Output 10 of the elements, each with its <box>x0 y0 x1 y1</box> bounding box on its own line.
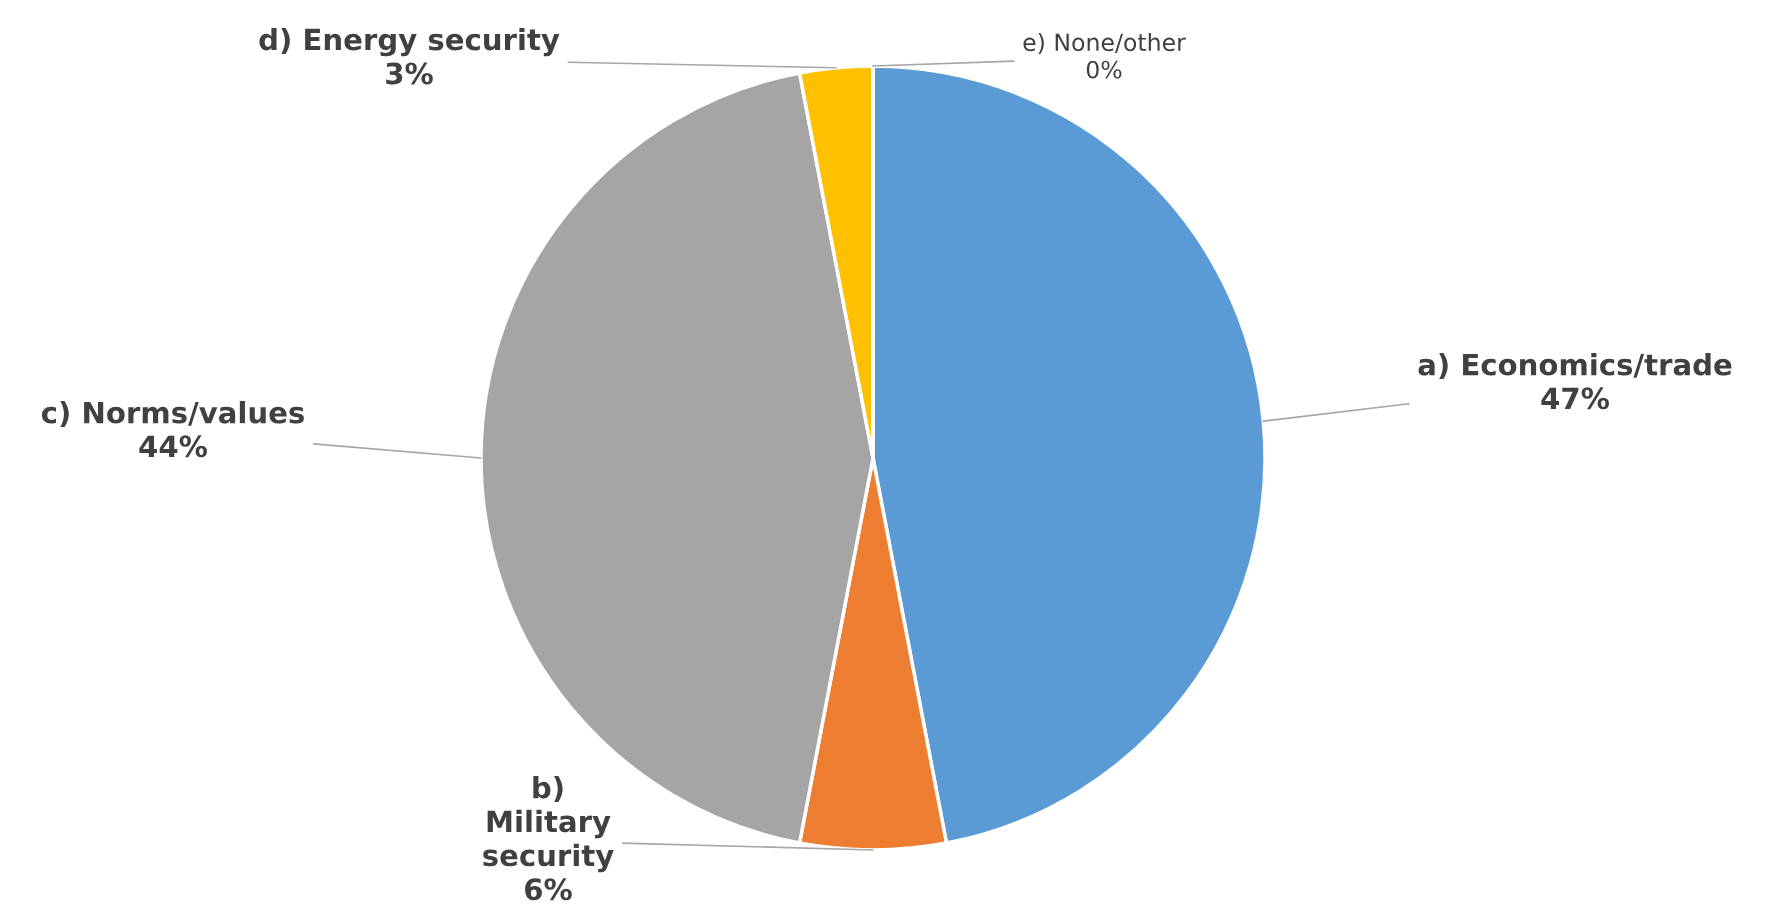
slice-label: d) Energy security <box>259 27 560 57</box>
slice-label: c) Norms/values <box>41 401 304 428</box>
data-label: 44% <box>139 435 207 458</box>
text: 0% <box>1086 60 1122 79</box>
data-label: 47% <box>1541 387 1609 410</box>
slice-label: a) Economics/trade <box>1418 353 1732 380</box>
slice-label: b) Military security <box>483 776 614 873</box>
category-label: e) None/other <box>1023 32 1186 54</box>
data-label: 3% <box>386 62 433 85</box>
data-label: 6% <box>525 878 572 901</box>
